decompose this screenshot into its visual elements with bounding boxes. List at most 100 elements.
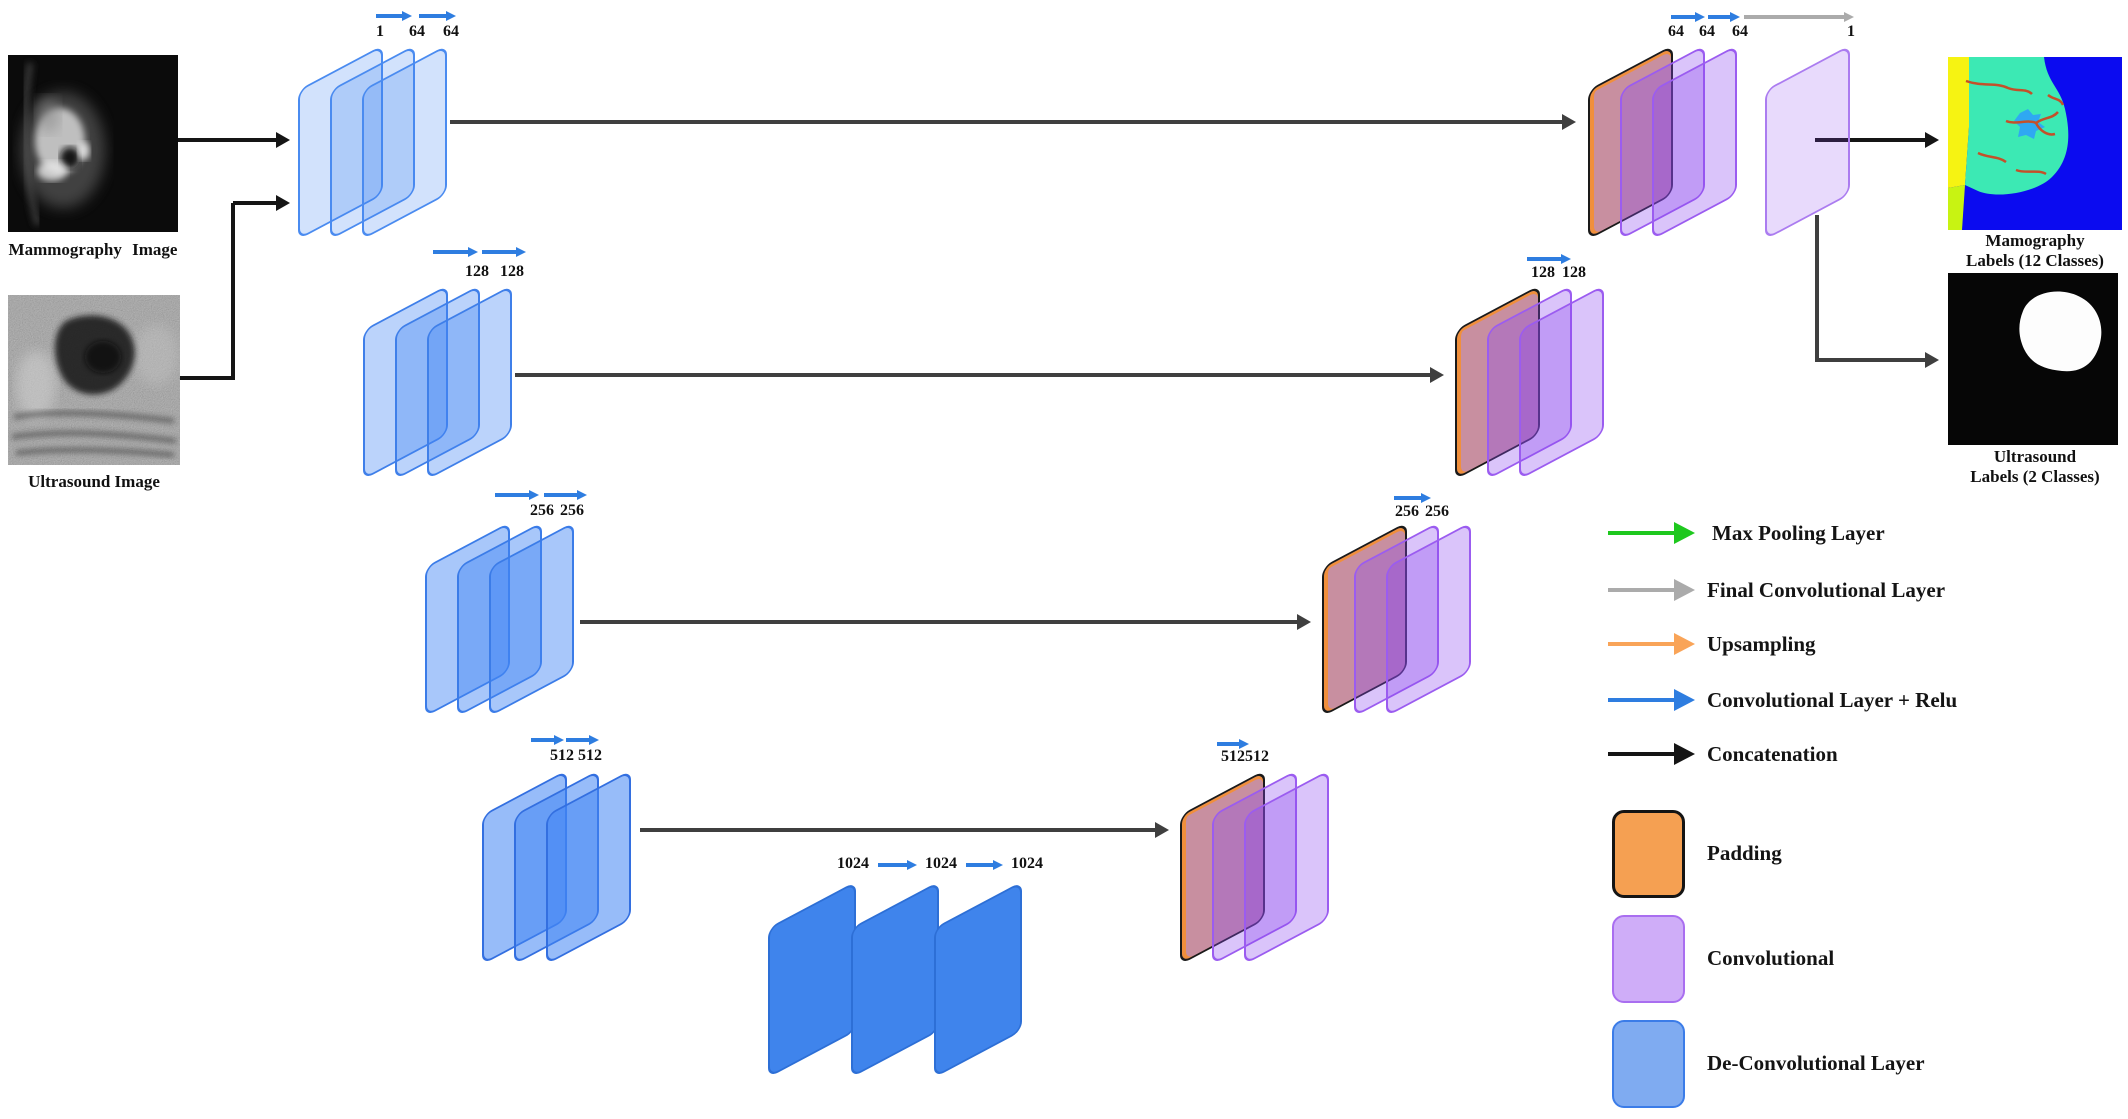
arrow-segment — [0, 246, 3, 271]
legend-label: Padding — [1707, 841, 1782, 865]
de-convolutional-legend-swatch — [1612, 1020, 1685, 1108]
conv-relu-arrow-icon — [1708, 15, 1730, 19]
channel-label: 512 — [578, 747, 602, 764]
conv-relu-arrow-icon — [495, 493, 529, 497]
channel-label: 256 — [560, 502, 584, 519]
legend-label: Max Pooling Layer — [1712, 521, 1885, 545]
concatenation-legend-icon — [1608, 752, 1674, 756]
conv-relu-arrow-icon — [482, 250, 516, 254]
arrow-segment — [231, 203, 235, 380]
conv-relu-legend-icon — [1608, 698, 1674, 702]
channel-label: 512 — [1245, 748, 1269, 765]
encoder-block-512 — [482, 769, 631, 965]
channel-label: 1024 — [1011, 855, 1043, 872]
ultrasound-input-caption: Ultrasound Image — [28, 472, 160, 491]
channel-label: 256 — [530, 502, 554, 519]
max-pooling-arrow-1 — [0, 0, 3, 58]
arrow-segment — [178, 138, 276, 142]
conv-relu-arrow-icon — [419, 14, 446, 18]
padding-legend-swatch — [1612, 810, 1685, 898]
mammography-labels-graphic — [1948, 57, 2122, 230]
conv-relu-arrow-icon — [1527, 257, 1561, 261]
ultrasound-input-image — [8, 295, 180, 465]
mammography-input-image — [8, 55, 178, 232]
ultrasound-labels-caption-line1: Ultrasound — [1993, 447, 2077, 466]
channel-label: 1 — [376, 23, 384, 40]
decoder-block-128 — [1455, 284, 1604, 480]
decoder-block-256 — [1322, 521, 1471, 717]
channel-label: 128 — [1531, 264, 1555, 281]
legend-label: Final Convolutional Layer — [1707, 578, 1946, 602]
upsampling-arrow-4 — [0, 323, 3, 348]
conv-relu-arrow-icon — [966, 863, 993, 867]
decoder-block-512 — [1180, 769, 1329, 965]
channel-label: 256 — [1395, 503, 1419, 520]
legend-label: Convolutional Layer + Relu — [1707, 688, 1958, 712]
channel-label: 128 — [500, 263, 524, 280]
de-convolutional-panel — [768, 881, 856, 1078]
ultrasound-input-graphic — [8, 295, 180, 465]
upsampling-arrow-1 — [0, 243, 2128, 271]
ultrasound-labels-image — [1948, 273, 2118, 445]
final-conv-arrow-icon — [1744, 15, 1844, 19]
final-conv-legend-icon — [1608, 588, 1674, 592]
encoder-block-128 — [363, 284, 512, 480]
skip-connection-arrow-2 — [515, 373, 1430, 377]
channel-label: 1024 — [925, 855, 957, 872]
mammography-labels-caption-line2: Labels (12 Classes) — [1966, 251, 2104, 270]
arrow-segment — [180, 376, 235, 380]
arrow-segment — [1815, 215, 1819, 362]
mammography-labels-image — [1948, 57, 2122, 230]
conv-relu-arrow-icon — [878, 863, 907, 867]
channel-label: 512 — [1221, 748, 1245, 765]
decoder-block-64 — [1588, 44, 1737, 240]
max-pooling-arrow-2 — [0, 58, 3, 110]
arrow-segment — [1815, 358, 1925, 362]
convolutional-legend-swatch — [1612, 915, 1685, 1003]
channel-label: 128 — [1562, 264, 1586, 281]
bottleneck-block-1024 — [768, 881, 1022, 1078]
conv-relu-arrow-icon — [376, 14, 402, 18]
legend-label: Upsampling — [1707, 632, 1816, 656]
skip-connection-arrow-1 — [450, 120, 1562, 124]
conv-relu-arrow-icon — [1217, 742, 1239, 746]
channel-label: 128 — [465, 263, 489, 280]
upsampling-arrow-2 — [0, 271, 3, 298]
output-arrow-mammography — [1815, 138, 1925, 142]
channel-label: 1024 — [837, 855, 869, 872]
channel-label: 64 — [1668, 23, 1684, 40]
legend-label: De-Convolutional Layer — [1707, 1051, 1925, 1075]
mammography-labels-caption-line1: Mamography — [1985, 231, 2085, 250]
mammography-input-graphic — [8, 55, 178, 232]
arrow-segment — [0, 168, 3, 240]
conv-relu-arrow-icon — [1394, 496, 1421, 500]
max-pooling-legend-icon — [1608, 531, 1674, 535]
convolutional-panel — [1765, 44, 1850, 240]
channel-label: 64 — [409, 23, 425, 40]
conv-relu-arrow-icon — [1671, 15, 1695, 19]
mammography-input-caption: Mammography Image — [8, 240, 178, 259]
upsampling-legend-icon — [1608, 642, 1674, 646]
ultrasound-labels-caption-line2: Labels (2 Classes) — [1970, 467, 2100, 486]
conv-relu-arrow-icon — [433, 250, 468, 254]
channel-label: 256 — [1425, 503, 1449, 520]
arrow-segment — [233, 201, 276, 205]
final-convolutional-block — [1765, 44, 1850, 240]
channel-label: 64 — [1732, 23, 1748, 40]
channel-label: 64 — [443, 23, 459, 40]
channel-label: 1 — [1847, 23, 1855, 40]
upsampling-arrow-3 — [0, 298, 3, 323]
de-convolutional-panel — [851, 881, 939, 1078]
max-pooling-arrow-3 — [0, 110, 3, 168]
encoder-block-64 — [298, 44, 447, 240]
conv-relu-arrow-icon — [566, 738, 589, 742]
legend-label: Concatenation — [1707, 742, 1838, 766]
ultrasound-labels-graphic — [1948, 273, 2118, 445]
legend-label: Convolutional — [1707, 946, 1835, 970]
conv-relu-arrow-icon — [544, 493, 577, 497]
de-convolutional-panel — [934, 881, 1022, 1078]
skip-connection-arrow-4 — [640, 828, 1155, 832]
channel-label: 64 — [1699, 23, 1715, 40]
skip-connection-arrow-3 — [580, 620, 1297, 624]
